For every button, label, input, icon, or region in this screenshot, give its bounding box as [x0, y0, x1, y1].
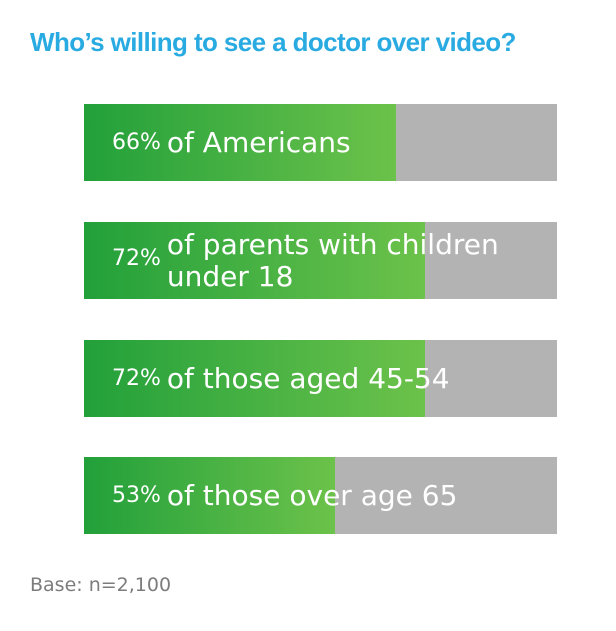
bar-fill — [84, 340, 425, 417]
bar-label: 66% of Americans — [112, 104, 351, 181]
bar-row: 53% of those over age 65 — [84, 457, 557, 534]
bar-fill — [84, 222, 425, 299]
chart-title: Who’s willing to see a doctor over video… — [30, 27, 516, 57]
bar-value-label: 66% — [112, 130, 161, 155]
bar-fill — [84, 104, 396, 181]
bar-row: 72% of those aged 45-54 — [84, 340, 557, 417]
base-footnote: Base: n=2,100 — [30, 574, 172, 596]
bar-category-label: of those over age 65 — [166, 478, 458, 512]
bar-label: 72% of parents with children under 18 — [112, 222, 499, 299]
bar-label: 72% of those aged 45-54 — [112, 340, 450, 417]
bar-category-label: of those aged 45-54 — [166, 361, 450, 395]
bar-row: 66% of Americans — [84, 104, 557, 181]
bar-category-label: of parents with children under 18 — [166, 227, 499, 293]
bar-value-label: 53% — [112, 483, 161, 508]
bar-value-label: 72% — [112, 246, 161, 271]
bar-category-label: of Americans — [166, 125, 351, 159]
bar-value-label: 72% — [112, 366, 161, 391]
bar-fill — [84, 457, 335, 534]
bar-label: 53% of those over age 65 — [112, 457, 457, 534]
bar-row: 72% of parents with children under 18 — [84, 222, 557, 299]
